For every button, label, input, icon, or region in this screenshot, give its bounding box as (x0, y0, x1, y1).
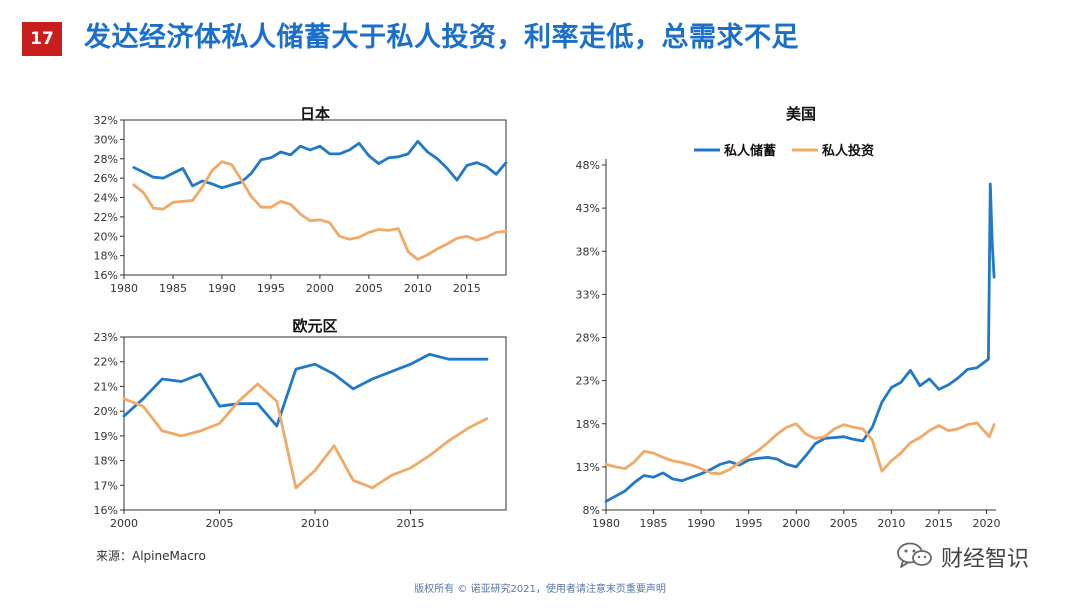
wechat-icon (895, 540, 935, 574)
series-line-investment (122, 382, 489, 490)
x-tick-label: 2010 (301, 517, 329, 530)
y-tick-label: 16% (94, 504, 118, 517)
plot-frame (123, 119, 507, 276)
y-tick-label: 13% (576, 461, 600, 474)
y-tick-label: 38% (576, 245, 600, 258)
watermark: 财经智识 (895, 540, 1029, 574)
x-tick-label: 1990 (687, 517, 715, 530)
series-line-investment (132, 160, 508, 261)
x-tick-label: 2020 (972, 517, 1000, 530)
y-tick-label: 30% (94, 133, 118, 146)
x-tick-label: 2010 (404, 282, 432, 295)
y-tick-label: 22% (94, 356, 118, 369)
x-tick-label: 2015 (925, 517, 953, 530)
x-tick-label: 2010 (877, 517, 905, 530)
y-tick-label: 19% (94, 430, 118, 443)
chart-legend: 私人储蓄 私人投资 (694, 143, 874, 159)
chart-japan: 日本 16% 18% 20% 22% 24% 26% 28% 30% 32% 1980 1985 199… (94, 105, 508, 295)
chart-title: 日本 (300, 105, 330, 123)
chart-usa: 美国 8% 13% 18% 23% 28% 33% 38% 43% 48% 1980 1985 1990… (576, 105, 1001, 530)
x-tick-label: 2015 (453, 282, 481, 295)
chart-title: 欧元区 (292, 317, 337, 335)
legend-label: 私人投资 (822, 143, 874, 159)
y-tick-label: 33% (576, 288, 600, 301)
x-tick-label: 2000 (110, 517, 138, 530)
x-tick-label: 1990 (208, 282, 236, 295)
y-tick-label: 18% (94, 455, 118, 468)
source-note: 来源：AlpineMacro (96, 549, 206, 563)
y-tick-label: 17% (94, 479, 118, 492)
x-tick-label: 2015 (397, 517, 425, 530)
y-tick-label: 18% (94, 250, 118, 263)
y-tick-label: 20% (94, 230, 118, 243)
x-tick-label: 1980 (592, 517, 620, 530)
series-line-saving (132, 139, 508, 190)
y-tick-label: 28% (94, 153, 118, 166)
slide-title: 发达经济体私人储蓄大于私人投资，利率走低，总需求不足 (84, 22, 799, 53)
y-tick-label: 23% (576, 375, 600, 388)
x-tick-label: 2000 (782, 517, 810, 530)
copyright-footer: 版权所有 © 诺亚研究2021，使用者请注意末页重要声明 (414, 584, 666, 595)
y-tick-label: 8% (583, 504, 600, 517)
y-tick-label: 43% (576, 202, 600, 215)
x-tick-label: 2005 (355, 282, 383, 295)
y-tick-label: 23% (94, 331, 118, 344)
chart-title: 美国 (786, 105, 816, 123)
watermark-text: 财经智识 (941, 547, 1030, 572)
x-tick-label: 1980 (110, 282, 138, 295)
chart-eurozone: 欧元区 16% 17% 18% 19% 20% 21% 22% 23% 2000 2005 2010 2… (94, 317, 507, 530)
x-tick-label: 1985 (640, 517, 668, 530)
y-tick-label: 24% (94, 192, 118, 205)
x-tick-label: 1995 (257, 282, 285, 295)
series-line-saving (604, 182, 996, 503)
x-tick-label: 2000 (306, 282, 334, 295)
y-tick-label: 21% (94, 380, 118, 393)
y-tick-label: 28% (576, 332, 600, 345)
y-tick-label: 48% (576, 159, 600, 172)
y-tick-label: 22% (94, 211, 118, 224)
series-line-investment (604, 421, 996, 476)
y-tick-label: 18% (576, 418, 600, 431)
legend-label: 私人储蓄 (724, 143, 776, 159)
y-tick-label: 16% (94, 269, 118, 282)
y-tick-label: 26% (94, 172, 118, 185)
y-tick-label: 20% (94, 405, 118, 418)
y-tick-label: 32% (94, 114, 118, 127)
x-tick-label: 1995 (735, 517, 763, 530)
x-tick-label: 1985 (159, 282, 187, 295)
slide-number-badge: 17 (22, 22, 62, 56)
x-tick-label: 2005 (206, 517, 234, 530)
x-tick-label: 2005 (830, 517, 858, 530)
series-line-saving (122, 352, 489, 428)
